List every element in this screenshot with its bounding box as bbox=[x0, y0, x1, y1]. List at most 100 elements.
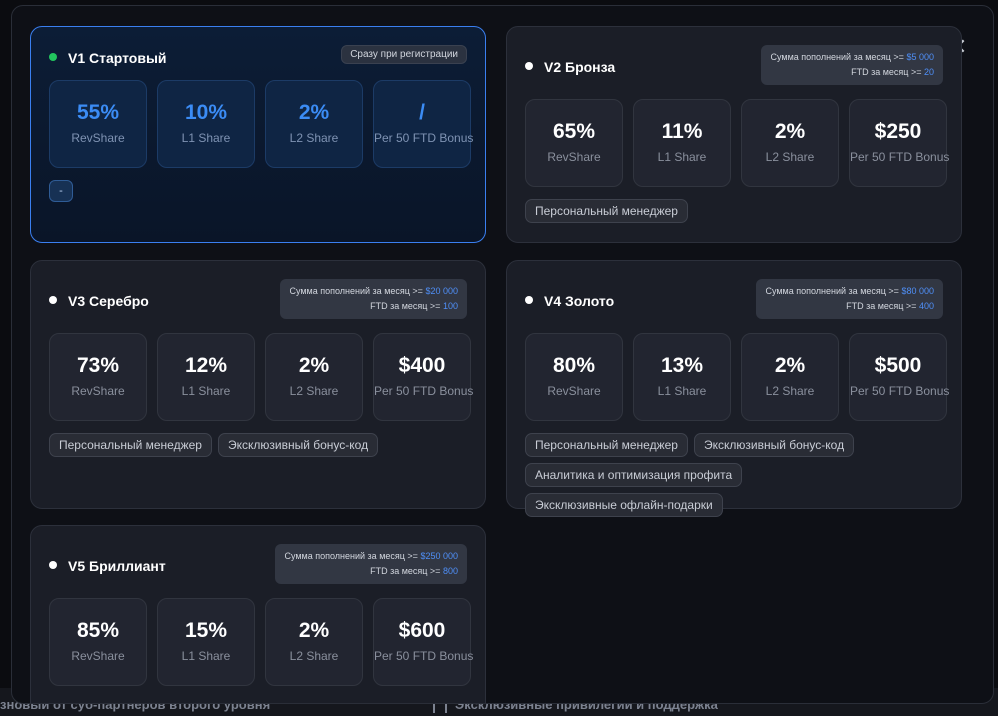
stat-label: L2 Share bbox=[289, 384, 339, 398]
stat-revshare: 65% RevShare bbox=[525, 99, 623, 187]
ftd-requirement-value: 100 bbox=[442, 301, 458, 311]
stat-l2-share: 2% L2 Share bbox=[265, 333, 363, 421]
perks-list: Персональный менеджер bbox=[525, 199, 943, 223]
stats-row: 85% RevShare 15% L1 Share 2% L2 Share $600 P… bbox=[49, 598, 474, 686]
stat-label: Per 50 FTD Bonus bbox=[374, 131, 474, 145]
stat-label: RevShare bbox=[547, 150, 601, 164]
stat-value: 73% bbox=[76, 354, 120, 377]
requirements-box: Сумма пополнений за месяц >= $20 000 FTD… bbox=[280, 279, 467, 319]
stat-label: L2 Share bbox=[289, 649, 339, 663]
deposit-requirement-value: $250 000 bbox=[420, 551, 458, 561]
ftd-requirement-value: 20 bbox=[923, 67, 934, 77]
stat-label: L2 Share bbox=[765, 384, 815, 398]
stat-value: 13% bbox=[660, 354, 704, 377]
stat-value: / bbox=[419, 101, 425, 124]
stat-l2-share: 2% L2 Share bbox=[741, 333, 839, 421]
stat-revshare: 55% RevShare bbox=[49, 80, 147, 168]
requirements-box: Сумма пополнений за месяц >= $5 000 FTD … bbox=[761, 45, 943, 85]
stat-revshare: 85% RevShare bbox=[49, 598, 147, 686]
ftd-requirement-label: FTD за месяц >= bbox=[370, 566, 441, 576]
ftd-requirement-label: FTD за месяц >= bbox=[846, 301, 917, 311]
stat-value: 2% bbox=[298, 619, 330, 642]
stat-label: L1 Share bbox=[181, 384, 231, 398]
stat-value: 15% bbox=[184, 619, 228, 642]
requirements-box: Сумма пополнений за месяц >= $80 000 FTD… bbox=[756, 279, 943, 319]
level-title: V3 Серебро bbox=[68, 293, 149, 309]
status-dot-icon bbox=[49, 561, 57, 569]
level-title: V5 Бриллиант bbox=[68, 558, 166, 574]
stat-value: 2% bbox=[298, 354, 330, 377]
stat-value: 2% bbox=[774, 120, 806, 143]
perk-tag: Персональный менеджер bbox=[49, 433, 212, 457]
requirements-box: Сумма пополнений за месяц >= $250 000 FT… bbox=[275, 544, 467, 584]
perk-tag: Эксклюзивный бонус-код bbox=[693, 433, 855, 457]
stats-row: 55% RevShare 10% L1 Share 2% L2 Share / Per … bbox=[49, 80, 474, 168]
perk-tag: Персональный менеджер bbox=[525, 199, 688, 223]
stat-value: $400 bbox=[398, 354, 446, 377]
deposit-requirement-value: $80 000 bbox=[901, 286, 934, 296]
perk-tag: Эксклюзивный бонус-код bbox=[217, 433, 379, 457]
stat-label: Per 50 FTD Bonus bbox=[374, 649, 474, 663]
stat-value: 11% bbox=[661, 120, 703, 143]
level-title: V1 Стартовый bbox=[68, 50, 167, 66]
perk-tag: Эксклюзивные офлайн-подарки bbox=[525, 493, 723, 517]
stat-label: RevShare bbox=[71, 131, 125, 145]
perks-list: Персональный менеджер Эксклюзивный бонус… bbox=[49, 433, 467, 457]
stat-l1-share: 13% L1 Share bbox=[633, 333, 731, 421]
stat-l1-share: 12% L1 Share bbox=[157, 333, 255, 421]
ftd-requirement-label: FTD за месяц >= bbox=[370, 301, 441, 311]
deposit-requirement-label: Сумма пополнений за месяц >= bbox=[770, 52, 904, 62]
stat-ftd-bonus: / Per 50 FTD Bonus bbox=[373, 80, 474, 168]
stat-label: Per 50 FTD Bonus bbox=[850, 150, 950, 164]
status-dot-icon bbox=[49, 296, 57, 304]
stat-ftd-bonus: $250 Per 50 FTD Bonus bbox=[849, 99, 950, 187]
stat-ftd-bonus: $400 Per 50 FTD Bonus bbox=[373, 333, 474, 421]
deposit-requirement-label: Сумма пополнений за месяц >= bbox=[765, 286, 899, 296]
perks-list: Персональный менеджер Эксклюзивный бонус… bbox=[525, 433, 943, 517]
stat-value: 12% bbox=[184, 354, 228, 377]
deposit-requirement-value: $20 000 bbox=[425, 286, 458, 296]
stat-value: $500 bbox=[874, 354, 922, 377]
ftd-requirement-label: FTD за месяц >= bbox=[851, 67, 922, 77]
stat-label: L1 Share bbox=[657, 150, 707, 164]
stat-value: 10% bbox=[184, 101, 228, 124]
perk-tag: Персональный менеджер bbox=[525, 433, 688, 457]
stats-row: 80% RevShare 13% L1 Share 2% L2 Share $500 P… bbox=[525, 333, 950, 421]
stats-row: 65% RevShare 11% L1 Share 2% L2 Share $250 P… bbox=[525, 99, 950, 187]
level-card-v2[interactable]: V2 Бронза Сумма пополнений за месяц >= $… bbox=[506, 26, 962, 243]
stat-value: 2% bbox=[774, 354, 806, 377]
stat-label: Per 50 FTD Bonus bbox=[374, 384, 474, 398]
stat-l2-share: 2% L2 Share bbox=[265, 80, 363, 168]
stat-value: 85% bbox=[76, 619, 120, 642]
level-card-v4[interactable]: V4 Золото Сумма пополнений за месяц >= $… bbox=[506, 260, 962, 517]
level-title: V4 Золото bbox=[544, 293, 615, 309]
stat-label: L1 Share bbox=[181, 649, 231, 663]
stat-revshare: 73% RevShare bbox=[49, 333, 147, 421]
requirement-badge: Сразу при регистрации bbox=[341, 45, 467, 64]
stats-row: 73% RevShare 12% L1 Share 2% L2 Share $400 P… bbox=[49, 333, 474, 421]
level-card-v5[interactable]: V5 Бриллиант Сумма пополнений за месяц >… bbox=[30, 525, 486, 703]
stat-value: 55% bbox=[76, 101, 120, 124]
stat-l2-share: 2% L2 Share bbox=[741, 99, 839, 187]
stat-label: RevShare bbox=[71, 384, 125, 398]
stat-label: L2 Share bbox=[765, 150, 815, 164]
stat-label: RevShare bbox=[547, 384, 601, 398]
level-card-v1[interactable]: V1 Стартовый Сразу при регистрации 55% Re… bbox=[30, 26, 486, 243]
stat-ftd-bonus: $600 Per 50 FTD Bonus bbox=[373, 598, 474, 686]
status-dot-icon bbox=[525, 62, 533, 70]
stat-l1-share: 10% L1 Share bbox=[157, 80, 255, 168]
status-dot-icon bbox=[49, 53, 57, 61]
perk-tag: Аналитика и оптимизация профита bbox=[525, 463, 743, 487]
partner-levels-modal: ✕ V1 Стартовый Сразу при регистрации 55%… bbox=[11, 5, 994, 704]
stat-l1-share: 11% L1 Share bbox=[633, 99, 731, 187]
stat-value: 2% bbox=[298, 101, 330, 124]
stat-l1-share: 15% L1 Share bbox=[157, 598, 255, 686]
stat-label: L1 Share bbox=[181, 131, 231, 145]
stat-ftd-bonus: $500 Per 50 FTD Bonus bbox=[849, 333, 950, 421]
stat-value: 65% bbox=[552, 120, 596, 143]
stat-label: L2 Share bbox=[289, 131, 339, 145]
level-card-v3[interactable]: V3 Серебро Сумма пополнений за месяц >= … bbox=[30, 260, 486, 509]
stat-l2-share: 2% L2 Share bbox=[265, 598, 363, 686]
stat-label: Per 50 FTD Bonus bbox=[850, 384, 950, 398]
stat-value: $250 bbox=[874, 120, 922, 143]
